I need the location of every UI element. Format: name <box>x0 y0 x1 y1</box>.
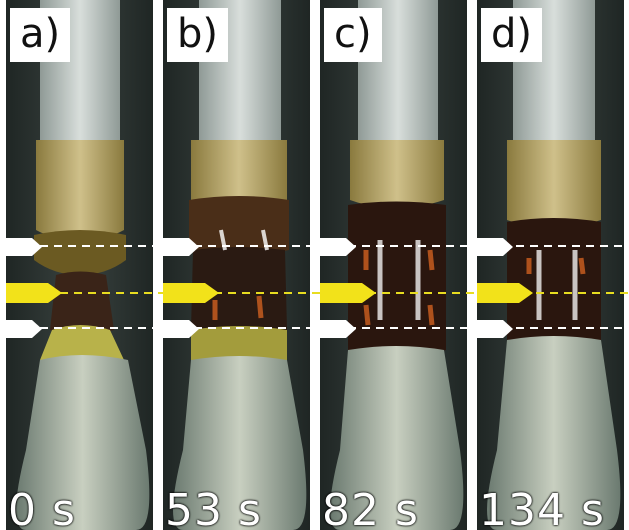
photo-c <box>320 0 467 530</box>
white-arrow-icon <box>163 238 199 256</box>
panel-label: b) <box>167 8 228 62</box>
panel-b: b) 53 s <box>163 0 310 530</box>
panel-c: c) 82 s <box>320 0 467 530</box>
yellow-arrow-icon <box>477 283 533 303</box>
photo-d <box>477 0 624 530</box>
panel-d: d) 134 s <box>477 0 624 530</box>
white-arrow-icon <box>477 238 513 256</box>
time-label: 82 s <box>322 485 419 530</box>
white-arrow-icon <box>6 238 42 256</box>
yellow-arrow-icon <box>6 283 62 303</box>
photo-a <box>6 0 153 530</box>
white-arrow-icon <box>320 238 356 256</box>
panel-label: a) <box>10 8 71 62</box>
yellow-arrow-icon <box>163 283 219 303</box>
white-arrow-icon <box>320 320 356 338</box>
panel-label: c) <box>324 8 382 62</box>
time-label: 0 s <box>8 485 76 530</box>
panel-label: d) <box>481 8 542 62</box>
white-arrow-icon <box>477 320 513 338</box>
time-label: 53 s <box>165 485 262 530</box>
white-arrow-icon <box>163 320 199 338</box>
photo-b <box>163 0 310 530</box>
time-label: 134 s <box>479 485 605 530</box>
yellow-arrow-icon <box>320 283 376 303</box>
panel-a: a) 0 s <box>6 0 153 530</box>
white-arrow-icon <box>6 320 42 338</box>
